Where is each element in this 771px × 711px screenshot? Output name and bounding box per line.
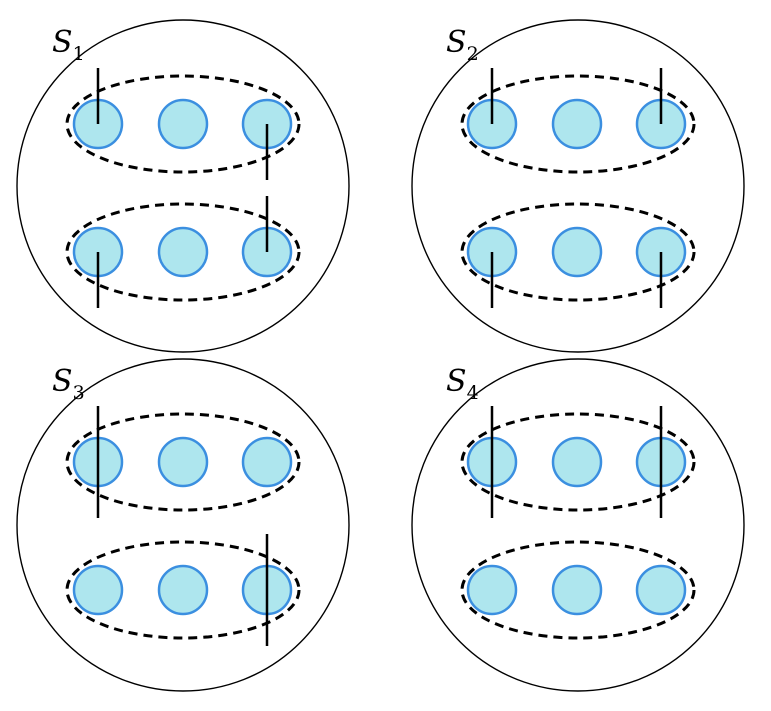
group-top: [65, 74, 301, 174]
node: [466, 564, 518, 616]
panel-3: S3: [16, 358, 350, 692]
node: [157, 98, 209, 150]
node: [241, 436, 293, 488]
node: [157, 564, 209, 616]
node: [157, 226, 209, 278]
node: [551, 98, 603, 150]
panel-boundary: [16, 19, 350, 353]
group-bottom: [460, 202, 696, 302]
node: [157, 436, 209, 488]
panel-label: S2: [446, 25, 479, 65]
panel-1: S1: [16, 19, 350, 353]
node: [551, 564, 603, 616]
panel-boundary: [16, 358, 350, 692]
node: [635, 564, 687, 616]
group-top: [460, 412, 696, 512]
panel-label: S3: [52, 364, 85, 404]
panel-2: S2: [411, 19, 745, 353]
panel-boundary: [411, 19, 745, 353]
group-bottom: [65, 202, 301, 302]
node: [551, 226, 603, 278]
panel-label: S4: [446, 364, 479, 404]
group-top: [65, 412, 301, 512]
panel-boundary: [411, 358, 745, 692]
group-bottom: [460, 540, 696, 640]
node: [551, 436, 603, 488]
group-top: [460, 74, 696, 174]
panel-label: S1: [52, 25, 85, 65]
node: [72, 564, 124, 616]
group-bottom: [65, 540, 301, 640]
panel-4: S4: [411, 358, 745, 692]
